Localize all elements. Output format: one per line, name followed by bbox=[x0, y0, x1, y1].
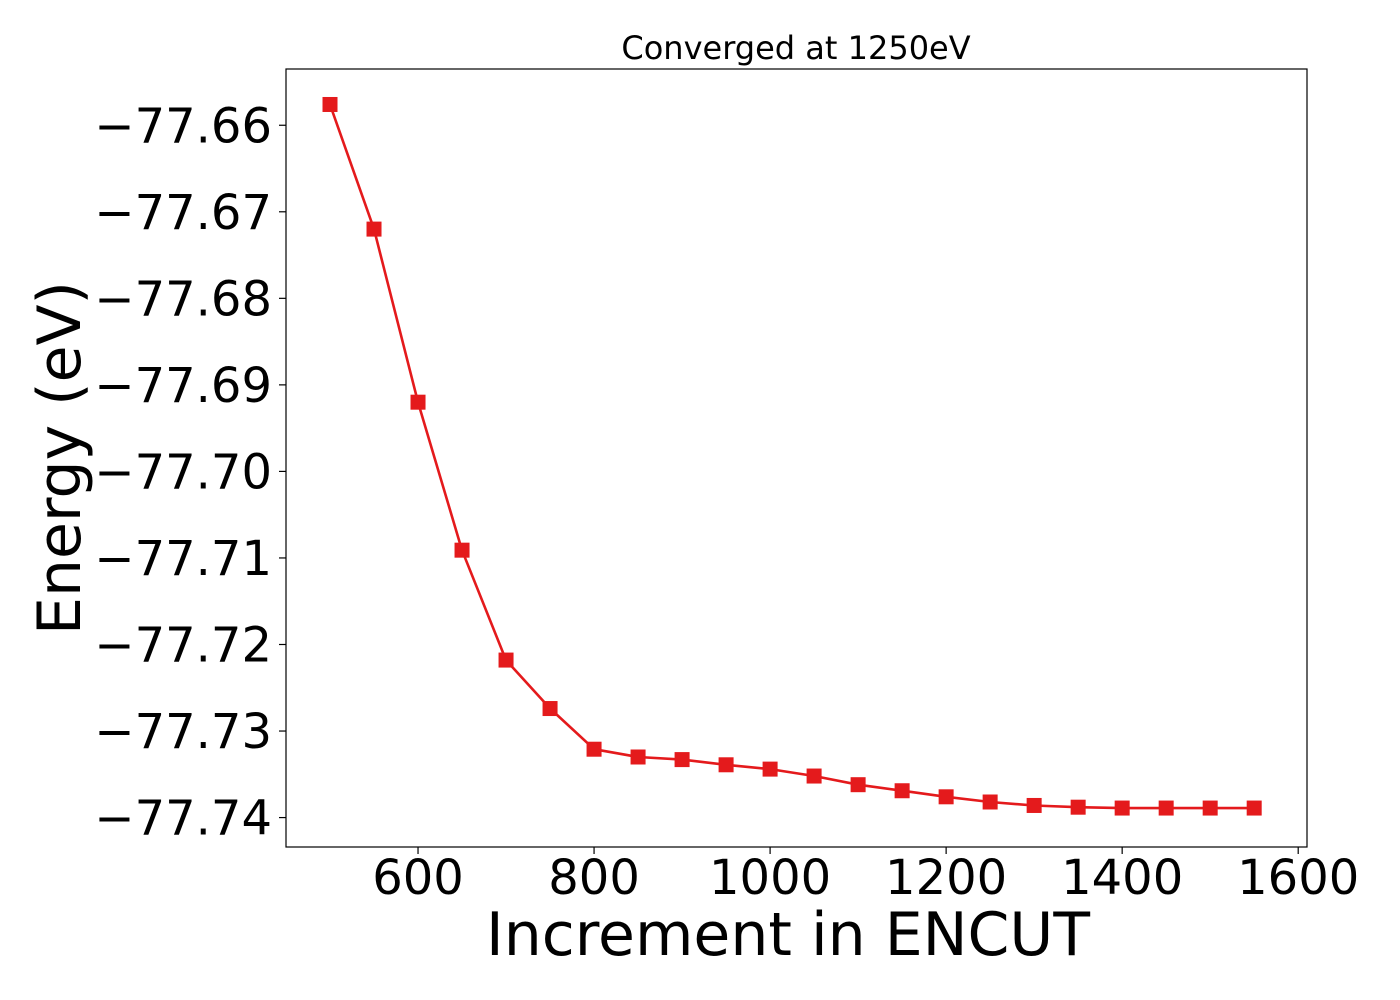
x-tick-label: 600 bbox=[372, 850, 464, 906]
data-point bbox=[586, 741, 602, 757]
data-point bbox=[410, 394, 426, 410]
x-axis-label: Increment in ENCUT bbox=[486, 900, 1090, 970]
x-tick-label: 1600 bbox=[1237, 850, 1359, 906]
plot-area bbox=[322, 96, 1262, 816]
plot-frame bbox=[285, 68, 1308, 848]
y-axis: −77.66 −77.67 −77.68 −77.69 −77.70 −77.71 −77.… bbox=[94, 98, 286, 847]
data-point bbox=[498, 652, 514, 668]
y-tick-label: −77.72 bbox=[94, 617, 272, 673]
y-axis-label: Energy (eV) bbox=[25, 281, 95, 635]
x-tick-label: 800 bbox=[548, 850, 640, 906]
data-point bbox=[806, 768, 822, 784]
data-point bbox=[1114, 800, 1130, 816]
data-point bbox=[674, 752, 690, 768]
y-tick-label: −77.69 bbox=[94, 358, 272, 414]
y-tick-label: −77.74 bbox=[94, 791, 272, 847]
data-point bbox=[1026, 797, 1042, 813]
x-tick-label: 1400 bbox=[1061, 850, 1183, 906]
series-line bbox=[328, 104, 1255, 810]
data-point bbox=[366, 221, 382, 237]
chart-title: Converged at 1250eV bbox=[621, 29, 970, 67]
data-point bbox=[322, 96, 338, 112]
x-axis: 600 800 1000 1200 1400 1600 bbox=[372, 847, 1359, 906]
x-tick-label: 1200 bbox=[885, 850, 1007, 906]
data-point bbox=[1070, 799, 1086, 815]
y-tick-label: −77.73 bbox=[94, 704, 272, 760]
data-point bbox=[1158, 800, 1174, 816]
data-point bbox=[894, 783, 910, 799]
y-tick-label: −77.68 bbox=[94, 271, 272, 327]
y-tick-label: −77.70 bbox=[94, 444, 272, 500]
y-tick-label: −77.67 bbox=[94, 185, 272, 241]
data-point bbox=[542, 701, 558, 717]
data-point bbox=[850, 777, 866, 793]
data-point bbox=[718, 757, 734, 773]
data-point bbox=[982, 794, 998, 810]
data-point bbox=[938, 789, 954, 805]
data-point bbox=[1246, 800, 1262, 816]
data-point bbox=[454, 542, 470, 558]
x-tick-label: 1000 bbox=[709, 850, 831, 906]
data-point bbox=[630, 749, 646, 765]
y-tick-label: −77.71 bbox=[94, 531, 272, 587]
data-point bbox=[762, 761, 778, 777]
y-tick-label: −77.66 bbox=[94, 98, 272, 154]
data-point bbox=[1202, 800, 1218, 816]
